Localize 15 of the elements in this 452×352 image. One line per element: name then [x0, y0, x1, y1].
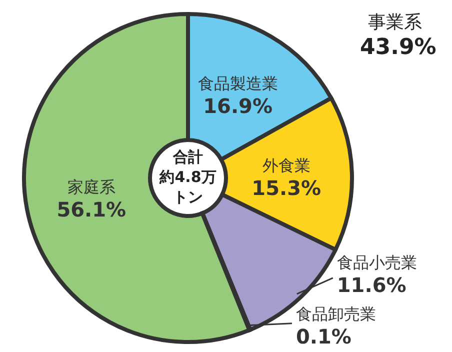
slice-label: 家庭系 [67, 178, 116, 197]
slice-label: 外食業 [262, 156, 310, 176]
data-label: 16.9% [203, 94, 273, 118]
slice-label: 食品製造業 [198, 74, 278, 94]
text: トン [173, 188, 203, 206]
text: 43.9% [360, 35, 436, 60]
text: 約4.8万 [158, 168, 216, 186]
slice-label: 食品卸売業 [296, 304, 376, 324]
data-label: 56.1% [56, 198, 126, 222]
text: 事業系 [368, 12, 422, 33]
text: 合計 [172, 148, 203, 166]
data-label: 15.3% [252, 176, 322, 200]
data-label: 0.1% [296, 324, 352, 348]
data-label: 11.6% [336, 272, 406, 297]
slice-label: 食品小売業 [336, 252, 417, 272]
